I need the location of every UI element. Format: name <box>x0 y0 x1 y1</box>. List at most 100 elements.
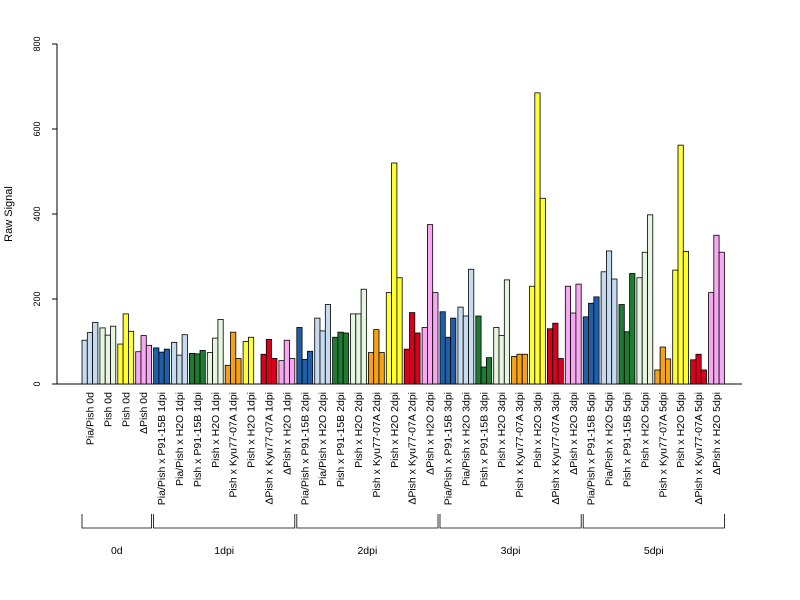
bar <box>457 306 464 385</box>
bar <box>647 214 654 385</box>
bar <box>301 358 308 385</box>
group-brackets: 0d 1dpi 2dpi 3dpi 5dpi <box>81 514 725 557</box>
x-tick-label: Pish x H2O 1dpi <box>210 392 222 468</box>
x-tick-label: Pish x Kyu77-07A 3dpi <box>514 392 526 498</box>
x-tick-label: ΔPish x H2O 3dpi <box>568 392 580 475</box>
x-tick-label: Pish x H2O 3dpi <box>496 392 508 468</box>
x-tick-label: Pish 0d <box>120 392 132 427</box>
bar <box>468 268 475 385</box>
bar <box>564 285 571 385</box>
group-bracket <box>439 514 582 529</box>
bar <box>224 364 231 385</box>
bar <box>611 278 618 385</box>
bar <box>127 330 135 385</box>
x-tick-label: ΔPish x H2O 5dpi <box>711 392 723 475</box>
bar <box>99 327 106 385</box>
bar <box>575 283 582 385</box>
bar <box>718 251 725 385</box>
bar <box>444 336 451 385</box>
bar <box>623 331 630 385</box>
bar <box>260 353 267 385</box>
bar <box>641 251 648 385</box>
x-tick-label: Pish x H2O 2dpi <box>353 392 365 468</box>
y-tick-label: 400 <box>32 206 42 221</box>
bar <box>409 312 416 385</box>
x-tick-label: Pia/Pish 0d <box>84 392 96 445</box>
bar <box>324 304 331 385</box>
group-bracket <box>296 514 439 529</box>
bar <box>539 197 546 385</box>
bar <box>480 366 487 385</box>
bar <box>199 350 206 385</box>
bar <box>708 292 715 385</box>
bar <box>235 358 242 385</box>
bar <box>475 315 482 385</box>
bar <box>450 317 457 385</box>
y-ticks: 0 200 400 600 800 <box>32 36 57 387</box>
x-tick-label: Pish x H2O 2dpi <box>389 392 401 468</box>
y-tick-label: 600 <box>32 121 42 136</box>
x-tick-label: ΔPish x Kyu77-07A 3dpi <box>550 392 562 505</box>
bar <box>659 346 666 385</box>
x-tick-label: Pia/Pish x H2O 5dpi <box>604 392 616 486</box>
x-tick-label: ΔPish x H2O 1dpi <box>281 392 293 475</box>
bar <box>296 327 303 385</box>
bar <box>606 250 613 385</box>
bar <box>271 358 278 385</box>
bar <box>342 332 349 385</box>
bar <box>557 358 564 385</box>
x-tick-label: Pia/Pish x P91-15B 5dpi <box>586 392 598 505</box>
group-label: 2dpi <box>357 545 377 557</box>
x-tick-label: Pish x H2O 5dpi <box>675 392 687 468</box>
bar <box>230 331 237 385</box>
bar <box>629 273 636 385</box>
bar <box>439 311 446 385</box>
bar <box>350 313 357 385</box>
group-label: 3dpi <box>501 545 521 557</box>
group-label: 0d <box>111 545 123 557</box>
group-label: 1dpi <box>214 545 234 557</box>
x-tick-label: Pia/Pish x P91-15B 1dpi <box>156 392 168 505</box>
bar <box>86 332 94 385</box>
bar <box>247 336 255 385</box>
bar <box>153 347 160 385</box>
bar <box>503 279 510 385</box>
x-tick-label: ΔPish 0d <box>138 392 150 434</box>
bar <box>534 92 541 385</box>
bar <box>432 292 439 385</box>
bar <box>373 329 380 385</box>
x-tick-label: ΔPish x Kyu77-07A 5dpi <box>693 392 705 505</box>
y-tick-label: 0 <box>32 381 42 386</box>
bar <box>212 337 219 385</box>
bar <box>582 316 589 385</box>
bar <box>677 144 684 385</box>
bar <box>665 358 672 385</box>
bar <box>104 334 111 385</box>
bar <box>498 335 505 385</box>
bar <box>485 357 493 385</box>
bar <box>421 327 428 385</box>
bar <box>278 360 285 385</box>
x-tick-label: ΔPish x Kyu77-07A 1dpi <box>263 392 275 505</box>
bar <box>521 353 528 385</box>
x-tick-label: Pish x H2O 3dpi <box>532 392 544 468</box>
x-tick-label: Pish x H2O 5dpi <box>639 392 651 468</box>
bar <box>122 313 129 385</box>
bar <box>265 338 272 385</box>
bar <box>414 332 421 385</box>
bar <box>135 351 142 385</box>
bar <box>588 302 595 385</box>
bar <box>695 353 702 385</box>
bar <box>289 358 296 385</box>
x-tick-label: Pish x H2O 1dpi <box>246 392 258 468</box>
y-axis-label: Raw Signal <box>3 186 15 242</box>
bar <box>593 296 600 385</box>
bar <box>140 335 147 385</box>
bar <box>462 315 469 385</box>
x-tick-label: Pish 0d <box>102 392 114 427</box>
group-bracket <box>81 514 152 529</box>
bar <box>391 162 398 385</box>
bar <box>600 271 607 385</box>
bar <box>314 317 321 385</box>
